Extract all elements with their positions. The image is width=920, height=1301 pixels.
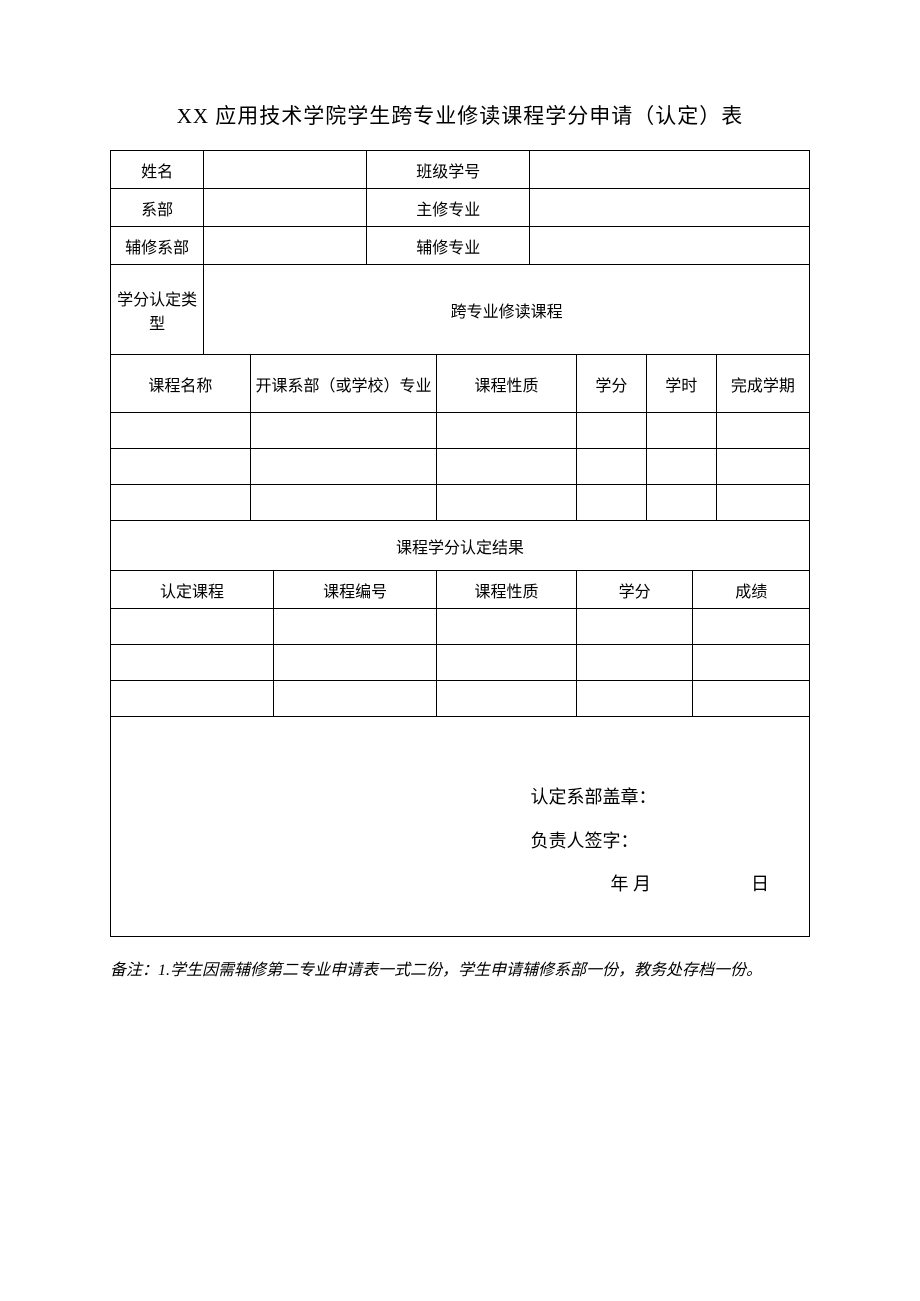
course-dept-3 — [250, 485, 436, 521]
header-result-nature: 课程性质 — [437, 571, 577, 609]
header-credits: 学分 — [576, 355, 646, 413]
signature-area: 认定系部盖章： 负责人签字： 年 月 日 — [111, 717, 810, 937]
course-hours-3 — [646, 485, 716, 521]
yearmonth-label: 年 月 — [611, 874, 652, 894]
date-line: 年 月日 — [531, 863, 770, 906]
header-hours: 学时 — [646, 355, 716, 413]
result-nature-1 — [437, 609, 577, 645]
result-course-1 — [111, 609, 274, 645]
header-result-credits: 学分 — [576, 571, 692, 609]
row-result-title: 课程学分认定结果 — [111, 521, 810, 571]
header-grade: 成绩 — [693, 571, 810, 609]
dept-stamp-label: 认定系部盖章： — [531, 776, 770, 819]
label-credit-type: 学分认定类型 — [111, 265, 204, 355]
value-minor-dept — [204, 227, 367, 265]
row-result-headers: 认定课程 课程编号 课程性质 学分 成绩 — [111, 571, 810, 609]
course-nature-2 — [437, 449, 577, 485]
label-major: 主修专业 — [367, 189, 530, 227]
course-name-3 — [111, 485, 251, 521]
result-grade-3 — [693, 681, 810, 717]
result-course-3 — [111, 681, 274, 717]
course-dept-2 — [250, 449, 436, 485]
value-name — [204, 151, 367, 189]
row-dept: 系部 主修专业 — [111, 189, 810, 227]
result-code-2 — [274, 645, 437, 681]
label-minor-dept: 辅修系部 — [111, 227, 204, 265]
row-credit-type: 学分认定类型 跨专业修读课程 — [111, 265, 810, 355]
label-name: 姓名 — [111, 151, 204, 189]
header-completion: 完成学期 — [716, 355, 809, 413]
header-course-nature: 课程性质 — [437, 355, 577, 413]
course-term-3 — [716, 485, 809, 521]
result-credits-3 — [576, 681, 692, 717]
course-nature-3 — [437, 485, 577, 521]
result-code-1 — [274, 609, 437, 645]
course-name-2 — [111, 449, 251, 485]
result-code-3 — [274, 681, 437, 717]
row-minor: 辅修系部 辅修专业 — [111, 227, 810, 265]
course-term-1 — [716, 413, 809, 449]
application-table: 姓名 班级学号 系部 主修专业 辅修系部 辅修专业 学分认定类型 跨专业修读课程… — [110, 150, 810, 937]
page-title: XX 应用技术学院学生跨专业修读课程学分申请（认定）表 — [110, 100, 810, 130]
result-row-3 — [111, 681, 810, 717]
result-section-title: 课程学分认定结果 — [111, 521, 810, 571]
course-credits-3 — [576, 485, 646, 521]
header-approved-course: 认定课程 — [111, 571, 274, 609]
result-credits-1 — [576, 609, 692, 645]
course-name-1 — [111, 413, 251, 449]
course-term-2 — [716, 449, 809, 485]
course-credits-2 — [576, 449, 646, 485]
course-hours-2 — [646, 449, 716, 485]
value-minor-major — [530, 227, 810, 265]
value-dept — [204, 189, 367, 227]
row-course-headers: 课程名称 开课系部（或学校）专业 课程性质 学分 学时 完成学期 — [111, 355, 810, 413]
header-offering-dept: 开课系部（或学校）专业 — [250, 355, 436, 413]
value-credit-type: 跨专业修读课程 — [204, 265, 810, 355]
day-label: 日 — [751, 874, 769, 894]
value-major — [530, 189, 810, 227]
course-row-2 — [111, 449, 810, 485]
course-credits-1 — [576, 413, 646, 449]
value-class — [530, 151, 810, 189]
course-dept-1 — [250, 413, 436, 449]
course-row-1 — [111, 413, 810, 449]
result-credits-2 — [576, 645, 692, 681]
result-row-1 — [111, 609, 810, 645]
header-course-code: 课程编号 — [274, 571, 437, 609]
row-name: 姓名 班级学号 — [111, 151, 810, 189]
course-hours-1 — [646, 413, 716, 449]
label-dept: 系部 — [111, 189, 204, 227]
row-signature: 认定系部盖章： 负责人签字： 年 月 日 — [111, 717, 810, 937]
result-nature-3 — [437, 681, 577, 717]
result-row-2 — [111, 645, 810, 681]
responsible-sign-label: 负责人签字： — [531, 820, 770, 863]
note-text: 备注：1.学生因需辅修第二专业申请表一式二份，学生申请辅修系部一份，教务处存档一… — [110, 957, 810, 984]
course-nature-1 — [437, 413, 577, 449]
label-class: 班级学号 — [367, 151, 530, 189]
label-minor-major: 辅修专业 — [367, 227, 530, 265]
course-row-3 — [111, 485, 810, 521]
result-grade-1 — [693, 609, 810, 645]
header-course-name: 课程名称 — [111, 355, 251, 413]
result-grade-2 — [693, 645, 810, 681]
result-course-2 — [111, 645, 274, 681]
result-nature-2 — [437, 645, 577, 681]
